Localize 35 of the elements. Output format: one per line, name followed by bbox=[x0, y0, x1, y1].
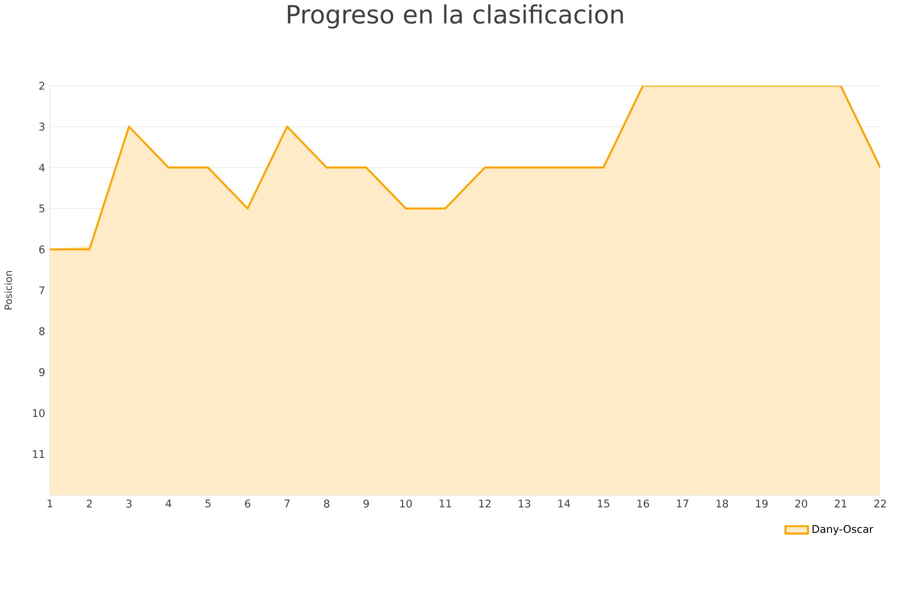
legend-label: Dany-Oscar bbox=[812, 525, 874, 536]
x-tick-label: 15 bbox=[598, 500, 610, 508]
x-tick-label: 4 bbox=[166, 500, 172, 508]
y-tick-label: 2 bbox=[39, 82, 44, 90]
y-axis-title: Posicion bbox=[4, 271, 12, 310]
x-tick-label: 12 bbox=[479, 500, 490, 508]
x-tick-label: 10 bbox=[400, 500, 412, 508]
y-tick-label: 10 bbox=[32, 409, 45, 418]
x-tick-label: 9 bbox=[364, 500, 369, 508]
y-tick-label: 11 bbox=[32, 450, 44, 458]
x-tick-label: 1 bbox=[48, 500, 52, 508]
y-tick-label: 3 bbox=[39, 122, 44, 131]
x-tick-label: 18 bbox=[716, 500, 728, 508]
y-tick-label: 7 bbox=[39, 286, 44, 294]
x-tick-label: 14 bbox=[558, 500, 570, 508]
x-tick-label: 16 bbox=[637, 500, 650, 508]
y-tick-label: 9 bbox=[39, 368, 45, 376]
x-tick-label: 22 bbox=[874, 500, 886, 508]
x-tick-label: 11 bbox=[440, 500, 452, 508]
chart-title: Progreso en la clasificacion bbox=[288, 4, 623, 29]
x-tick-label: 17 bbox=[676, 500, 688, 508]
x-tick-label: 7 bbox=[284, 500, 290, 508]
y-tick-label: 6 bbox=[39, 246, 45, 254]
x-tick-label: 6 bbox=[244, 500, 250, 508]
y-tick-label: 4 bbox=[39, 164, 45, 172]
x-tick-label: 8 bbox=[324, 500, 330, 508]
x-tick-label: 21 bbox=[834, 500, 846, 508]
x-tick-label: 13 bbox=[518, 500, 530, 508]
x-tick-label: 2 bbox=[86, 500, 92, 508]
x-tick-label: 19 bbox=[756, 500, 768, 508]
x-tick-label: 5 bbox=[206, 500, 210, 508]
y-tick-label: 5 bbox=[39, 204, 44, 212]
x-tick-label: 20 bbox=[795, 500, 808, 508]
x-tick-label: 3 bbox=[126, 500, 132, 508]
y-tick-label: 8 bbox=[39, 327, 45, 336]
